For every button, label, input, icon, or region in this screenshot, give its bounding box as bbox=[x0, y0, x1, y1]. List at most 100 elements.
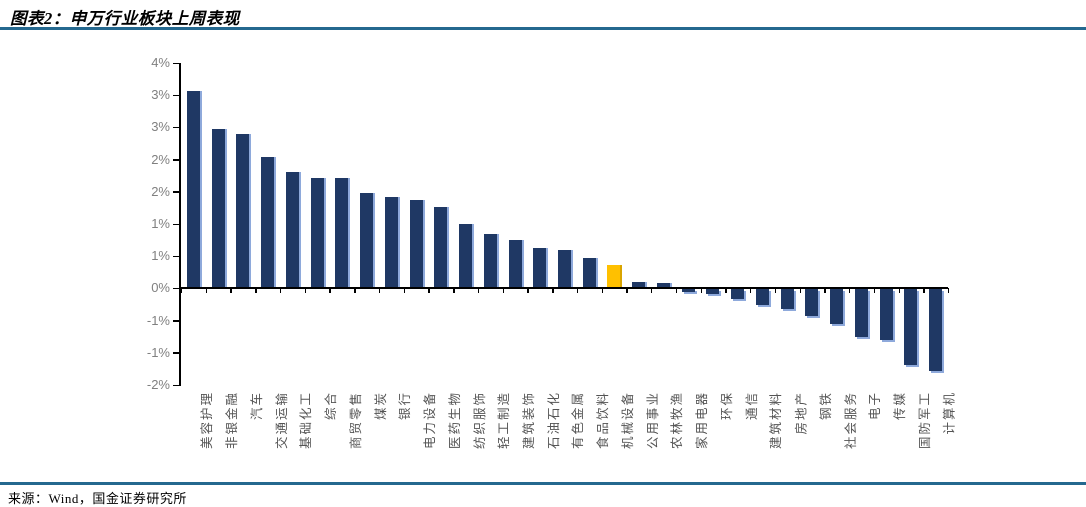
y-axis-tick-label: 4% bbox=[151, 55, 170, 70]
bar-chart: 4% 3% 3% 2% 2% 1% 1% 0% -1% -1% -2% 美容护理 非银金融 汽车 交通运输基… bbox=[146, 55, 957, 450]
x-axis-tick bbox=[205, 288, 208, 294]
bar-食品饮料 bbox=[582, 258, 596, 289]
x-axis-tick bbox=[948, 288, 950, 294]
bar-有色金属 bbox=[558, 250, 571, 289]
x-axis-tick bbox=[428, 288, 430, 294]
x-axis-tick bbox=[304, 288, 307, 294]
x-axis-label-家用电器: 家用电器 bbox=[695, 391, 710, 450]
y-axis-tick-label: -1% bbox=[146, 344, 170, 360]
x-axis-tick bbox=[329, 288, 331, 294]
x-axis-label-社会服务: 社会服务 bbox=[843, 391, 858, 450]
x-axis-label-石油石化: 石油石化 bbox=[546, 391, 561, 450]
bar-基础化工 bbox=[285, 172, 299, 289]
bar-电力设备 bbox=[409, 199, 423, 289]
y-axis-tick-label: 0% bbox=[151, 280, 170, 296]
x-axis-tick bbox=[477, 288, 480, 294]
x-axis-label-煤炭: 煤炭 bbox=[373, 391, 388, 421]
y-axis-tick-label: 3% bbox=[151, 87, 170, 103]
y-axis-tick bbox=[173, 159, 179, 161]
x-axis-label-国防军工: 国防军工 bbox=[917, 391, 932, 450]
title-underline bbox=[0, 27, 1086, 30]
x-axis-tick bbox=[725, 288, 727, 294]
bar-环保 bbox=[706, 289, 720, 294]
x-axis-tick bbox=[279, 288, 282, 294]
x-axis-tick bbox=[378, 288, 381, 294]
bar-社会服务 bbox=[830, 289, 844, 325]
y-axis-tick bbox=[173, 255, 179, 258]
bar-建筑装饰 bbox=[508, 240, 522, 289]
x-axis-label-建筑装饰: 建筑装饰 bbox=[522, 391, 537, 450]
x-axis-tick bbox=[403, 288, 406, 294]
bar-电子 bbox=[854, 289, 868, 338]
source-note: 来源：Wind，国金证券研究所 bbox=[8, 491, 187, 506]
x-axis-label-交通运输: 交通运输 bbox=[274, 391, 289, 450]
x-axis-label-机械设备: 机械设备 bbox=[620, 391, 635, 450]
bar-汽车 bbox=[236, 133, 250, 289]
y-axis-tick-label: 1% bbox=[151, 216, 170, 231]
y-axis-tick-label: -2% bbox=[146, 377, 170, 392]
x-axis-label-农林牧渔: 农林牧渔 bbox=[670, 391, 685, 450]
x-axis-tick bbox=[453, 288, 455, 294]
y-axis-tick-label: 3% bbox=[151, 119, 170, 135]
y-axis-tick-label: 2% bbox=[151, 151, 170, 167]
x-axis-line bbox=[179, 287, 948, 290]
x-axis-tick bbox=[181, 288, 183, 294]
y-axis-tick bbox=[173, 287, 179, 290]
bar-煤炭 bbox=[360, 193, 374, 289]
bar-建筑材料 bbox=[755, 289, 769, 306]
x-axis-tick bbox=[255, 288, 257, 294]
bar-石油石化 bbox=[533, 247, 547, 289]
bar-纺织服饰 bbox=[459, 224, 473, 289]
x-axis-tick bbox=[354, 288, 356, 294]
bar-计算机 bbox=[929, 289, 943, 371]
x-axis-label-传媒: 传媒 bbox=[893, 391, 908, 421]
x-axis-label-房地产: 房地产 bbox=[794, 391, 809, 435]
x-axis-label-计算机: 计算机 bbox=[942, 391, 957, 435]
x-axis-label-电子: 电子 bbox=[868, 391, 883, 421]
x-axis-tick bbox=[923, 288, 925, 294]
x-axis-tick bbox=[527, 288, 529, 294]
x-axis-label-纺织服饰: 纺织服饰 bbox=[472, 391, 487, 450]
y-axis-tick bbox=[173, 384, 179, 387]
bar-美容护理 bbox=[186, 90, 200, 289]
x-axis-label-钢铁: 钢铁 bbox=[818, 391, 833, 421]
x-axis-label-食品饮料: 食品饮料 bbox=[596, 391, 611, 450]
x-axis-tick bbox=[626, 288, 628, 294]
bar-通信 bbox=[731, 289, 745, 300]
x-axis-tick bbox=[651, 288, 653, 294]
x-axis-label-非银金融: 非银金融 bbox=[225, 391, 240, 450]
x-axis-tick bbox=[774, 288, 777, 294]
x-axis-tick bbox=[552, 288, 554, 294]
y-axis-tick bbox=[173, 62, 179, 65]
y-axis-tick bbox=[173, 352, 179, 354]
x-axis-label-美容护理: 美容护理 bbox=[200, 391, 215, 450]
x-axis-tick bbox=[750, 288, 752, 294]
bar-钢铁 bbox=[805, 289, 819, 316]
bar-公用事业 bbox=[632, 281, 646, 289]
bar-家用电器 bbox=[681, 289, 695, 292]
y-axis-line bbox=[179, 63, 181, 386]
x-axis-tick bbox=[601, 288, 603, 294]
x-axis-label-综合: 综合 bbox=[324, 391, 339, 421]
bar-非银金融 bbox=[211, 128, 225, 289]
x-axis-tick bbox=[849, 288, 851, 294]
x-axis-label-银行: 银行 bbox=[398, 391, 413, 421]
x-axis-label-轻工制造: 轻工制造 bbox=[497, 391, 512, 450]
y-axis-tick bbox=[173, 126, 179, 129]
bar-highlight-机械设备 bbox=[607, 265, 621, 289]
x-axis-tick bbox=[502, 288, 505, 294]
bar-银行 bbox=[384, 196, 398, 289]
bar-传媒 bbox=[879, 289, 893, 340]
x-axis-tick bbox=[873, 288, 876, 294]
x-axis-tick bbox=[898, 288, 900, 294]
y-axis-tick-label: -1% bbox=[146, 312, 170, 328]
bar-医药生物 bbox=[434, 206, 448, 289]
y-axis-tick bbox=[173, 191, 179, 193]
footer-divider bbox=[0, 482, 1086, 485]
x-axis-label-基础化工: 基础化工 bbox=[299, 391, 314, 450]
x-axis-label-电力设备: 电力设备 bbox=[423, 391, 438, 450]
y-axis-tick bbox=[173, 223, 179, 226]
x-axis-tick bbox=[230, 288, 232, 294]
y-axis-tick-label: 2% bbox=[151, 183, 170, 199]
